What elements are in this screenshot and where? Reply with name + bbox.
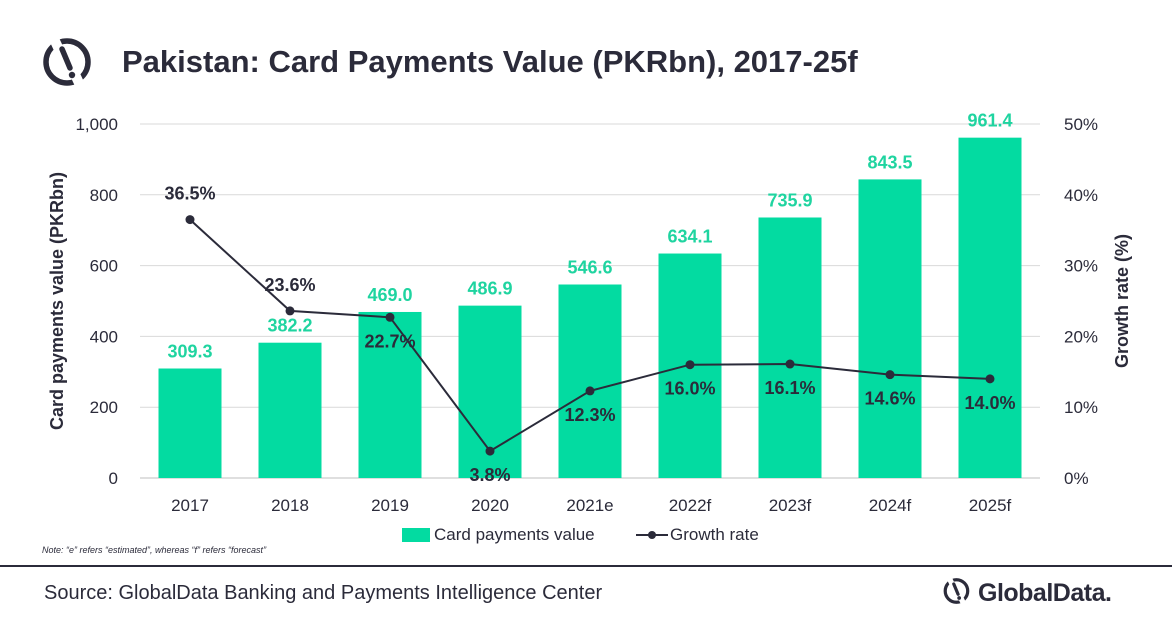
growth-point bbox=[285, 306, 295, 316]
y-right-tick-label: 30% bbox=[1064, 257, 1098, 276]
growth-point bbox=[585, 386, 595, 396]
x-tick-label: 2021e bbox=[566, 496, 613, 515]
brand-name: GlobalData. bbox=[978, 579, 1112, 607]
bar bbox=[358, 311, 422, 478]
x-tick-label: 2024f bbox=[869, 496, 912, 515]
growth-point bbox=[785, 359, 795, 369]
y-tick-label: 800 bbox=[90, 186, 118, 205]
y-right-tick-label: 50% bbox=[1064, 115, 1098, 134]
y-right-axis-title: Growth rate (%) bbox=[1112, 234, 1132, 368]
growth-value-label: 16.0% bbox=[664, 379, 715, 399]
y-right-tick-label: 0% bbox=[1064, 469, 1089, 488]
brand-logo-icon bbox=[942, 576, 972, 611]
y-right-tick-label: 40% bbox=[1064, 186, 1098, 205]
bar bbox=[958, 137, 1022, 478]
growth-point bbox=[185, 215, 195, 225]
y-tick-label: 0 bbox=[109, 469, 118, 488]
y-tick-label: 400 bbox=[90, 327, 118, 346]
bar-value-label: 546.6 bbox=[567, 258, 612, 278]
y-tick-label: 200 bbox=[90, 398, 118, 417]
y-tick-label: 600 bbox=[90, 257, 118, 276]
bar bbox=[558, 284, 622, 478]
legend-bar-swatch bbox=[402, 528, 430, 542]
growth-point bbox=[685, 360, 695, 370]
growth-value-label: 14.0% bbox=[964, 393, 1015, 413]
bar-value-label: 382.2 bbox=[267, 316, 312, 336]
y-tick-label: 1,000 bbox=[75, 115, 118, 134]
x-tick-label: 2018 bbox=[271, 496, 309, 515]
bar-value-label: 634.1 bbox=[667, 227, 712, 247]
globaldata-logo-icon bbox=[40, 34, 96, 95]
footnote: Note: “e” refers “estimated”, whereas “f… bbox=[42, 545, 267, 555]
x-tick-label: 2019 bbox=[371, 496, 409, 515]
y-right-tick-label: 20% bbox=[1064, 327, 1098, 346]
bar-value-label: 486.9 bbox=[467, 279, 512, 299]
growth-point bbox=[885, 370, 895, 380]
y-right-tick-label: 10% bbox=[1064, 398, 1098, 417]
growth-value-label: 3.8% bbox=[469, 465, 510, 485]
growth-value-label: 22.7% bbox=[364, 331, 415, 351]
bar bbox=[158, 368, 222, 478]
bar bbox=[758, 217, 822, 478]
legend-line-item: Growth rate bbox=[636, 525, 759, 545]
bar bbox=[258, 342, 322, 478]
legend-bar-item: Card payments value bbox=[402, 525, 595, 545]
x-tick-label: 2020 bbox=[471, 496, 509, 515]
bar bbox=[858, 179, 922, 478]
x-tick-label: 2023f bbox=[769, 496, 812, 515]
source-text: Source: GlobalData Banking and Payments … bbox=[44, 582, 603, 604]
bar-value-label: 469.0 bbox=[367, 285, 412, 305]
growth-value-label: 16.1% bbox=[764, 378, 815, 398]
bar-value-label: 309.3 bbox=[167, 342, 212, 362]
y-axis-title: Card payments value (PKRbn) bbox=[47, 172, 67, 430]
chart-title: Pakistan: Card Payments Value (PKRbn), 2… bbox=[122, 44, 858, 79]
x-tick-label: 2022f bbox=[669, 496, 712, 515]
growth-point bbox=[985, 374, 995, 384]
x-tick-label: 2017 bbox=[171, 496, 209, 515]
growth-value-label: 12.3% bbox=[564, 405, 615, 425]
bar-value-label: 961.4 bbox=[967, 111, 1012, 131]
legend-line-swatch bbox=[636, 531, 668, 539]
growth-point bbox=[385, 312, 395, 322]
growth-value-label: 14.6% bbox=[864, 389, 915, 409]
legend-line-label: Growth rate bbox=[670, 525, 759, 544]
brand: GlobalData. bbox=[942, 576, 1112, 611]
growth-value-label: 36.5% bbox=[164, 184, 215, 204]
bar-value-label: 843.5 bbox=[867, 152, 912, 172]
card-payments-chart: 309.3 382.2 469.0 486.9 546.6 634.1 735.9 843.5… bbox=[47, 111, 1132, 515]
footer-divider bbox=[0, 565, 1172, 567]
x-tick-label: 2025f bbox=[969, 496, 1012, 515]
growth-point bbox=[485, 446, 495, 456]
growth-value-label: 23.6% bbox=[264, 275, 315, 295]
bar-value-label: 735.9 bbox=[767, 190, 812, 210]
legend-bar-label: Card payments value bbox=[434, 525, 595, 544]
